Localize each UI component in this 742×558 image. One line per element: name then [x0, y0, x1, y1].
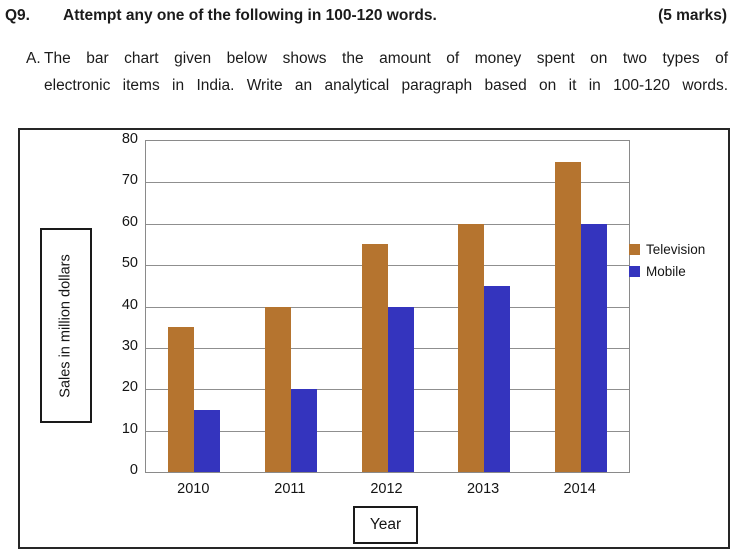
y-tick-50: 50: [121, 255, 138, 272]
bar-chart: Sales in million dollars 0 10 20 30 40 50 60 70…: [18, 128, 730, 549]
plot-area: [145, 140, 630, 473]
legend-label-television: Television: [646, 242, 706, 257]
legend-item-mobile: Mobile: [629, 264, 705, 279]
option-a-text-line2: electronic items in India. Write an anal…: [44, 77, 728, 94]
x-axis-title-box: Year: [353, 506, 418, 544]
x-tick-2011: 2011: [274, 481, 306, 497]
y-axis-title: Sales in million dollars: [58, 253, 75, 398]
bar-television-2010: [168, 327, 195, 472]
question-header: Q9. Attempt any one of the following in …: [0, 0, 742, 30]
x-tick-2013: 2013: [466, 481, 500, 497]
y-tick-40: 40: [121, 296, 138, 313]
question-title: Attempt any one of the following in 100-…: [63, 7, 437, 24]
question-number: Q9.: [5, 7, 30, 24]
legend-swatch-mobile: [629, 266, 640, 277]
marks-label: (5 marks): [658, 7, 727, 24]
y-tick-30: 30: [121, 337, 138, 354]
y-tick-10: 10: [121, 420, 138, 437]
x-axis-title: Year: [369, 516, 402, 533]
y-tick-20: 20: [121, 379, 138, 396]
bar-television-2011: [264, 306, 291, 472]
bar-mobile-2014: [580, 223, 607, 472]
bar-mobile-2013: [484, 285, 511, 472]
legend-item-television: Television: [629, 242, 705, 257]
x-tick-2010: 2010: [177, 481, 210, 497]
option-a-label: A.: [26, 50, 41, 67]
bar-television-2012: [361, 244, 388, 472]
y-tick-0: 0: [129, 462, 138, 478]
y-tick-60: 60: [121, 213, 138, 230]
y-tick-80: 80: [121, 131, 138, 147]
gridline-70: [146, 182, 629, 184]
legend-swatch-television: [629, 244, 640, 255]
option-a-text-line1: The bar chart given below shows the amou…: [44, 50, 728, 67]
y-axis-title-box: Sales in million dollars: [40, 228, 92, 423]
bar-television-2014: [554, 161, 581, 472]
bar-television-2013: [458, 223, 485, 472]
y-tick-70: 70: [121, 172, 138, 189]
bar-mobile-2012: [387, 306, 414, 472]
gridline-60: [146, 223, 629, 225]
bar-mobile-2011: [290, 389, 317, 472]
gridline-50: [146, 265, 629, 267]
x-tick-2012: 2012: [370, 481, 403, 497]
chart-legend: Television Mobile: [629, 242, 705, 286]
legend-label-mobile: Mobile: [646, 264, 686, 279]
x-tick-2014: 2014: [563, 481, 596, 497]
bar-mobile-2010: [194, 409, 221, 472]
